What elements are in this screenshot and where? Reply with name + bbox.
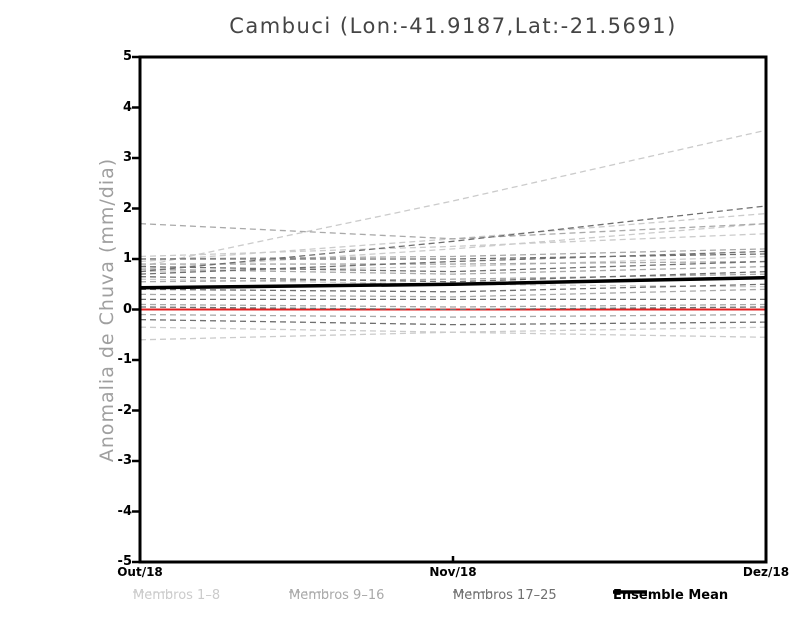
legend-label: Membros 17–25 xyxy=(453,587,557,603)
y-tick-label: 0 xyxy=(122,301,132,317)
y-tick-label: -3 xyxy=(117,453,132,468)
x-tick-label: Dez/18 xyxy=(742,565,790,579)
legend-label: Membros 1–8 xyxy=(133,587,221,603)
ensemble-mean-line xyxy=(139,275,767,290)
x-tick-label: Out/18 xyxy=(117,565,163,579)
member-line xyxy=(139,223,767,270)
y-tick-label: 3 xyxy=(122,150,132,165)
legend-item-membros-1-8: Membros 1–8 xyxy=(133,587,221,603)
legend-item-membros-9-16: Membros 9–16 xyxy=(289,587,385,603)
member-line xyxy=(139,265,767,275)
y-tick-label: -2 xyxy=(117,402,132,418)
member-line xyxy=(139,205,767,273)
dashed-line-sample-icon xyxy=(289,591,331,593)
member-line xyxy=(139,233,767,258)
solid-line-sample-icon xyxy=(613,590,647,594)
y-tick-label: 4 xyxy=(122,99,132,115)
member-line xyxy=(139,288,767,298)
member-line xyxy=(139,306,767,311)
member-line xyxy=(139,283,767,293)
dashed-line-sample-icon xyxy=(133,591,175,593)
member-line xyxy=(139,303,767,308)
y-tick-label: -5 xyxy=(117,554,132,569)
y-tick-label: -1 xyxy=(117,352,132,367)
y-tick-label: 2 xyxy=(122,200,132,216)
member-line xyxy=(140,253,767,260)
member-line xyxy=(139,270,767,283)
y-tick-label: 1 xyxy=(122,251,132,266)
member-line xyxy=(139,260,767,273)
member-line xyxy=(139,250,767,275)
x-tick-label: Nov/18 xyxy=(429,565,477,579)
member-line xyxy=(139,318,767,326)
chart-title: Cambuci (Lon:-41.9187,Lat:-21.5691) xyxy=(229,14,677,38)
member-line xyxy=(139,273,767,283)
legend-label: Membros 9–16 xyxy=(289,587,385,603)
member-line xyxy=(139,326,767,341)
dashed-line-sample-icon xyxy=(453,591,495,593)
member-line xyxy=(139,313,767,318)
member-line xyxy=(139,248,767,260)
legend-item-ensemble-mean: Ensemble Mean xyxy=(613,588,728,603)
legend-item-membros-17-25: Membros 17–25 xyxy=(453,587,557,603)
member-line xyxy=(139,223,767,240)
member-line xyxy=(139,129,767,268)
member-line xyxy=(140,260,767,265)
y-tick-label: -4 xyxy=(117,503,132,519)
y-tick-label: 5 xyxy=(122,49,132,64)
